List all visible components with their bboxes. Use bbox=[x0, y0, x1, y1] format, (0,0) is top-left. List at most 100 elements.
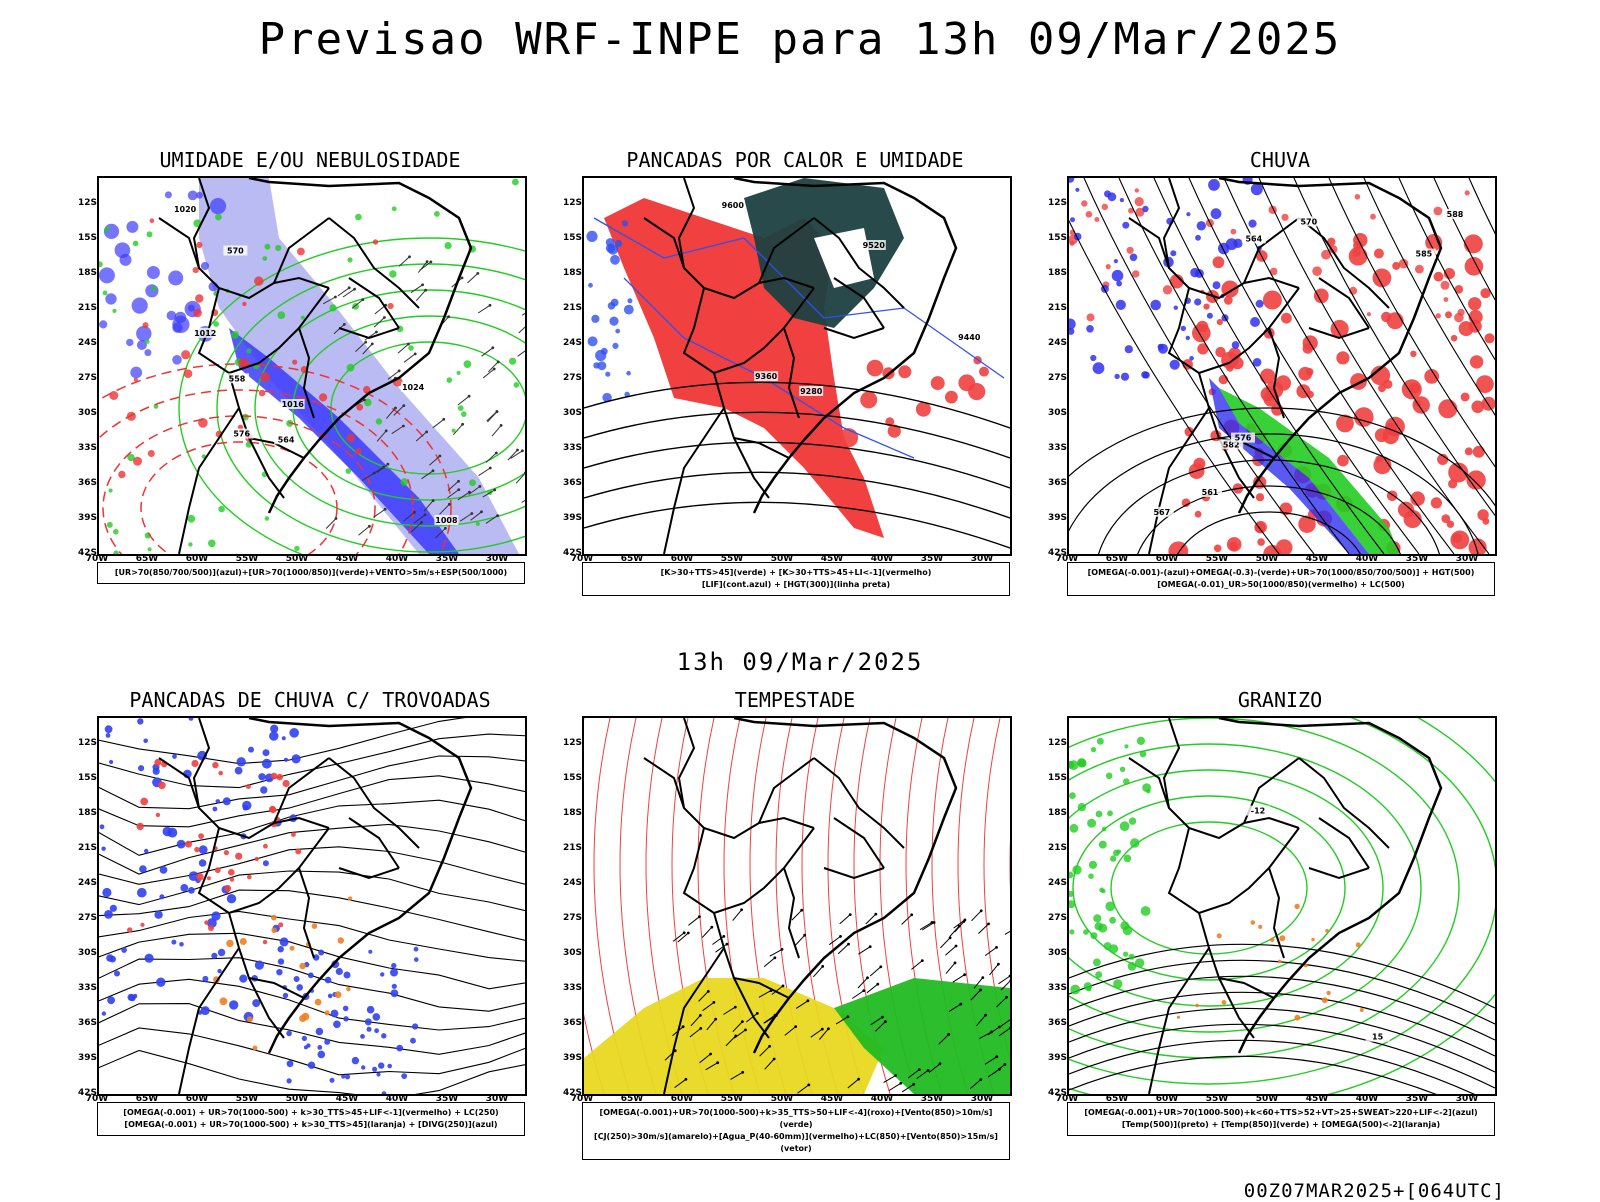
lon-tick-label: 65W bbox=[1105, 1094, 1129, 1104]
contour-label: 564 bbox=[1241, 233, 1266, 244]
contour-label: 15 bbox=[1365, 1031, 1390, 1042]
lat-tick-label: 36S bbox=[562, 1018, 582, 1028]
lat-tick-label: 24S bbox=[562, 878, 582, 888]
legend-line: [OMEGA(-0.001) + UR>70(1000-500) + k>30_… bbox=[124, 1120, 498, 1129]
lon-tick-label: 60W bbox=[185, 554, 209, 564]
lat-tick-label: 24S bbox=[562, 338, 582, 348]
contour-label: 9520 bbox=[861, 240, 886, 250]
lat-tick-label: 27S bbox=[77, 373, 97, 383]
lon-tick-label: 55W bbox=[1205, 1094, 1229, 1104]
lat-tick-label: 33S bbox=[562, 983, 582, 993]
lat-tick-label: 12S bbox=[1047, 198, 1067, 208]
lon-tick-label: 60W bbox=[1155, 554, 1179, 564]
lon-tick-label: 55W bbox=[720, 554, 744, 564]
panel-chuva: CHUVA 582 576 570 567 564 561 588 585 [OMEGA(-0… bbox=[1048, 148, 1497, 628]
lon-tick-label: 45W bbox=[1305, 554, 1329, 564]
lon-tick-label: 45W bbox=[820, 554, 844, 564]
lon-tick-label: 35W bbox=[435, 1094, 459, 1104]
lat-tick-label: 39S bbox=[1047, 513, 1067, 523]
lat-tick-label: 21S bbox=[1047, 843, 1067, 853]
panel-title: PANCADAS POR CALOR E UMIDADE bbox=[626, 148, 964, 172]
legend-line: [OMEGA(-0.01)_UR>50(1000/850)(vermelho) … bbox=[1157, 580, 1405, 589]
lon-tick-label: 50W bbox=[1255, 1094, 1279, 1104]
lon-tick-label: 30W bbox=[1455, 554, 1479, 564]
lat-tick-label: 33S bbox=[1047, 983, 1067, 993]
lon-tick-label: 50W bbox=[1255, 554, 1279, 564]
lon-tick-label: 55W bbox=[235, 1094, 259, 1104]
svg-text:1012: 1012 bbox=[194, 329, 216, 338]
panel-pancadas-calor: PANCADAS POR CALOR E UMIDADE 9600 9520 944… bbox=[563, 148, 1012, 628]
lon-tick-label: 65W bbox=[1105, 554, 1129, 564]
contour-label: 576 bbox=[1231, 432, 1255, 443]
main-title: Previsao WRF-INPE para 13h 09/Mar/2025 bbox=[258, 14, 1342, 65]
lat-tick-label: 30S bbox=[77, 948, 97, 958]
lon-tick-label: 35W bbox=[1405, 1094, 1429, 1104]
lon-tick-label: 45W bbox=[335, 554, 359, 564]
lat-tick-label: 18S bbox=[562, 268, 582, 278]
svg-text:570: 570 bbox=[227, 247, 244, 256]
svg-text:1024: 1024 bbox=[402, 383, 425, 392]
map-canvas bbox=[99, 718, 525, 1094]
contour-label: 9440 bbox=[957, 332, 982, 342]
lat-tick-label: 39S bbox=[77, 513, 97, 523]
svg-text:561: 561 bbox=[1202, 488, 1219, 497]
legend-box: [OMEGA(-0.001)+UR>70(1000-500)+k>35_TTS>… bbox=[582, 1102, 1010, 1160]
lon-tick-label: 30W bbox=[485, 554, 509, 564]
contour-label: 1020 bbox=[173, 204, 198, 215]
lat-tick-label: 27S bbox=[562, 913, 582, 923]
svg-text:564: 564 bbox=[1245, 234, 1262, 243]
lat-tick-label: 15S bbox=[562, 233, 582, 243]
legend-box: [K>30+TTS>45](verde) + [K>30+TTS>45+LI<-… bbox=[582, 562, 1010, 596]
lon-tick-label: 45W bbox=[335, 1094, 359, 1104]
lon-tick-label: 70W bbox=[85, 554, 109, 564]
lat-tick-label: 36S bbox=[77, 1018, 97, 1028]
lon-tick-label: 65W bbox=[135, 554, 159, 564]
lat-tick-label: 36S bbox=[562, 478, 582, 488]
legend-line: [CJ(250)>30m/s](amarelo)+[Agua_P(40-60mm… bbox=[594, 1132, 998, 1153]
lat-tick-label: 12S bbox=[562, 738, 582, 748]
contour-label: 9360 bbox=[754, 371, 779, 382]
svg-text:-12: -12 bbox=[1251, 807, 1265, 816]
lon-tick-label: 30W bbox=[970, 554, 994, 564]
lat-tick-label: 18S bbox=[77, 808, 97, 818]
lon-tick-label: 70W bbox=[570, 1094, 594, 1104]
lon-tick-label: 50W bbox=[770, 1094, 794, 1104]
lat-tick-label: 39S bbox=[562, 513, 582, 523]
lat-tick-label: 18S bbox=[1047, 808, 1067, 818]
lat-tick-label: 39S bbox=[562, 1053, 582, 1063]
lat-tick-label: 15S bbox=[77, 233, 97, 243]
legend-line: [OMEGA(-0.001)+UR>70(1000-500)+k>35_TTS>… bbox=[599, 1108, 993, 1129]
legend-line: [OMEGA(-0.001)+UR>70(1000-500)+k<60+TTS>… bbox=[1084, 1108, 1478, 1117]
panel-granizo: GRANIZO -12 15 [OMEGA(-0.001)+UR>70(1000-… bbox=[1048, 688, 1497, 1168]
svg-text:9440: 9440 bbox=[958, 333, 981, 342]
lon-tick-label: 40W bbox=[385, 554, 409, 564]
lat-tick-label: 12S bbox=[77, 198, 97, 208]
lat-tick-label: 27S bbox=[1047, 373, 1067, 383]
svg-text:558: 558 bbox=[229, 374, 246, 383]
panel-title: PANCADAS DE CHUVA C/ TROVOADAS bbox=[129, 688, 491, 712]
lat-tick-label: 15S bbox=[1047, 233, 1067, 243]
contour-label: 1012 bbox=[193, 327, 218, 338]
lat-tick-label: 39S bbox=[77, 1053, 97, 1063]
lat-tick-label: 21S bbox=[77, 303, 97, 313]
lon-tick-label: 40W bbox=[870, 1094, 894, 1104]
panel-title: UMIDADE E/OU NEBULOSIDADE bbox=[159, 148, 461, 172]
lon-tick-label: 70W bbox=[85, 1094, 109, 1104]
lat-tick-label: 42S bbox=[77, 548, 97, 558]
lat-tick-label: 18S bbox=[1047, 268, 1067, 278]
svg-text:585: 585 bbox=[1416, 250, 1433, 259]
lon-tick-label: 60W bbox=[1155, 1094, 1179, 1104]
legend-box: [UR>70(850/700/500)](azul)+[UR>70(1000/8… bbox=[97, 562, 525, 584]
lat-tick-label: 27S bbox=[77, 913, 97, 923]
lon-tick-label: 60W bbox=[670, 554, 694, 564]
svg-text:1016: 1016 bbox=[282, 400, 305, 409]
svg-text:9280: 9280 bbox=[800, 387, 823, 396]
lat-tick-label: 36S bbox=[77, 478, 97, 488]
map-frame bbox=[582, 716, 1012, 1096]
lat-tick-label: 39S bbox=[1047, 1053, 1067, 1063]
lon-tick-label: 50W bbox=[285, 554, 309, 564]
lon-tick-label: 40W bbox=[870, 554, 894, 564]
lat-tick-label: 21S bbox=[562, 843, 582, 853]
lat-tick-label: 33S bbox=[562, 443, 582, 453]
